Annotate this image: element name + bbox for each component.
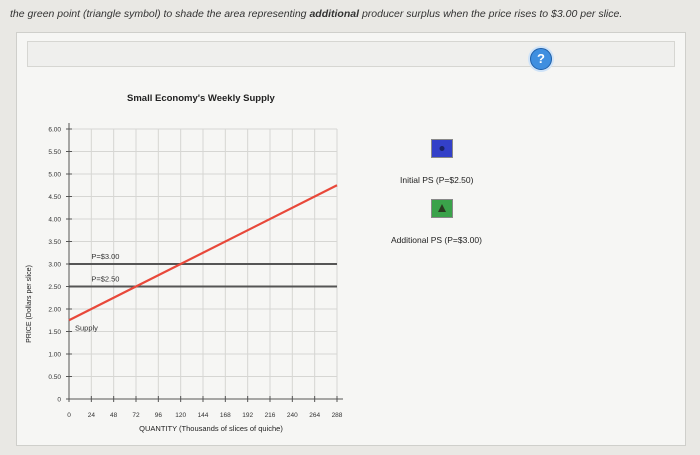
x-tick-label: 48 bbox=[110, 412, 118, 419]
supply-curve bbox=[68, 184, 338, 322]
x-tick-label: 288 bbox=[332, 412, 343, 419]
additional-ps-triangle-icon[interactable] bbox=[431, 199, 453, 218]
y-tick-label: 2.00 bbox=[48, 307, 61, 314]
graph-panel: ? Small Economy's Weekly Supply 0 24 48 72 9… bbox=[16, 32, 686, 446]
x-tick-label: 192 bbox=[242, 412, 253, 419]
x-tick-label: 120 bbox=[175, 412, 186, 419]
y-axis-label: PRICE (Dollars per slice) bbox=[26, 265, 33, 343]
y-tick-label: 0 bbox=[57, 397, 61, 404]
y-tick-label: 5.50 bbox=[48, 149, 61, 156]
x-tick-label: 0 bbox=[67, 412, 71, 419]
point-icon bbox=[439, 146, 445, 151]
y-tick-label: 3.50 bbox=[48, 239, 61, 246]
y-tick-label: 2.50 bbox=[48, 284, 61, 291]
x-tick-label: 168 bbox=[220, 412, 231, 419]
y-tick-label: 1.50 bbox=[48, 329, 61, 336]
instruction-text: the green point (triangle symbol) to sha… bbox=[10, 8, 695, 20]
instruction-bold: additional bbox=[309, 8, 360, 20]
y-tick-label: 3.00 bbox=[48, 262, 61, 269]
instruction-pre: the green point (triangle symbol) to sha… bbox=[10, 8, 310, 20]
triangle-icon bbox=[438, 204, 446, 212]
y-tick-label: 4.50 bbox=[48, 194, 61, 201]
supply-chart[interactable]: 0 24 48 72 96 120 144 168 192 216 240 264 288 0 0.50 1.… bbox=[17, 33, 685, 445]
y-tick-label: 4.00 bbox=[48, 217, 61, 224]
x-axis-label: QUANTITY (Thousands of slices of quiche) bbox=[139, 424, 283, 433]
y-tick-label: 1.00 bbox=[48, 352, 61, 359]
x-tick-label: 72 bbox=[132, 412, 140, 419]
initial-ps-point-icon[interactable] bbox=[431, 139, 453, 158]
x-tick-label: 24 bbox=[88, 412, 96, 419]
y-tick-label: 0.50 bbox=[48, 374, 61, 381]
x-tick-label: 96 bbox=[155, 412, 163, 419]
x-tick-label: 240 bbox=[287, 412, 298, 419]
graph-toolbar: ? bbox=[27, 41, 675, 70]
legend-label-additional-ps: Additional PS (P=$3.00) bbox=[391, 235, 482, 245]
x-tick-label: 144 bbox=[198, 412, 209, 419]
supply-label: Supply bbox=[75, 323, 98, 332]
x-tick-label: 216 bbox=[265, 412, 276, 419]
price-line-label: P=$2.50 bbox=[91, 275, 119, 284]
legend-label-initial-ps: Initial PS (P=$2.50) bbox=[400, 175, 474, 185]
y-tick-label: 5.00 bbox=[48, 172, 61, 179]
help-button[interactable]: ? bbox=[530, 48, 552, 70]
instruction-post: producer surplus when the price rises to… bbox=[359, 8, 623, 20]
x-tick-label: 264 bbox=[309, 412, 320, 419]
price-line-label: P=$3.00 bbox=[91, 252, 119, 261]
chart-title: Small Economy's Weekly Supply bbox=[127, 93, 275, 104]
y-tick-label: 6.00 bbox=[48, 127, 61, 134]
